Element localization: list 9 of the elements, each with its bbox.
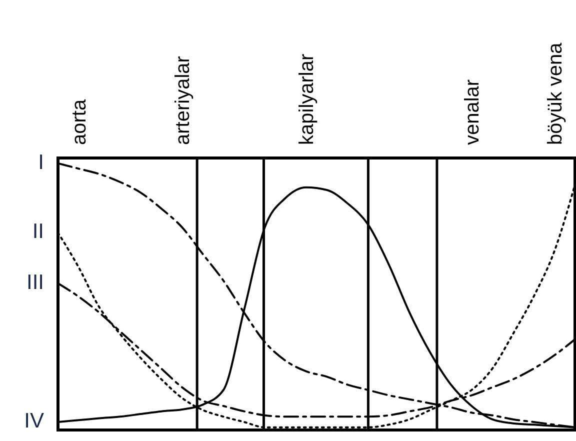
series-label: I [38, 150, 44, 174]
x-tick-label: böyük vena [544, 42, 566, 145]
x-tick-label: arteriyalar [172, 56, 194, 145]
x-tick-label: aorta [68, 98, 91, 145]
series-label: II [32, 220, 44, 244]
x-tick-label: venalar [462, 79, 484, 145]
series-label: III [26, 270, 44, 294]
x-tick-label: kapilyarlar [296, 54, 318, 145]
series-label: IV [24, 410, 44, 433]
